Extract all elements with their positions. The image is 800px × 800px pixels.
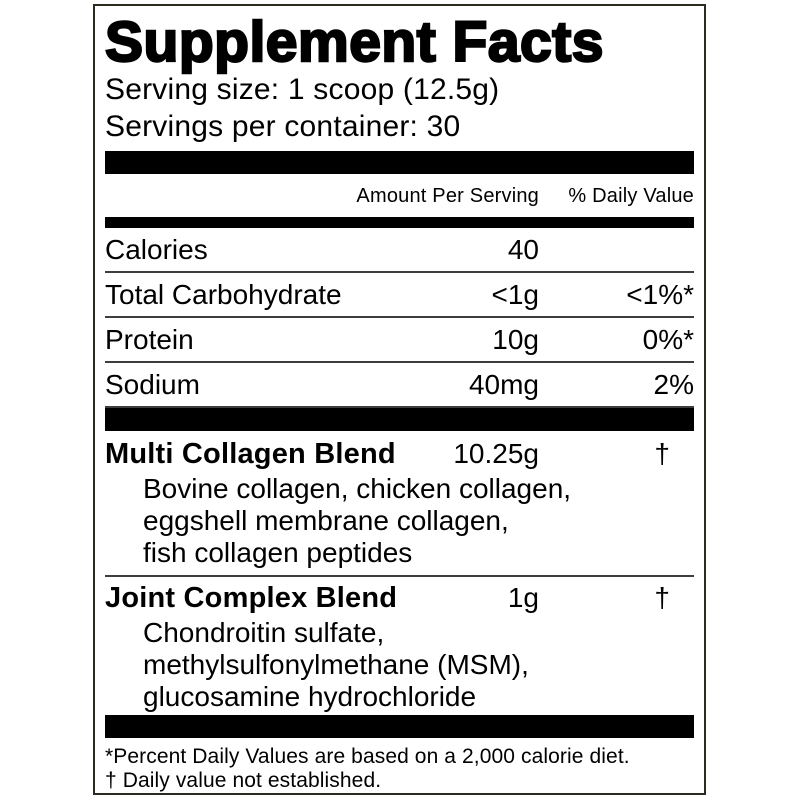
nutrient-name: Calories <box>105 233 208 265</box>
blend-ingredients-joint-complex: Chondroitin sulfate, methylsulfonylmetha… <box>105 617 694 713</box>
blend-divider <box>105 575 694 577</box>
blend-amount: 10.25g <box>453 438 539 469</box>
separator-bar-bottom <box>105 715 694 738</box>
blend-row-joint-complex: Joint Complex Blend 1g † <box>105 582 694 614</box>
nutrient-amount: 40mg <box>468 368 539 400</box>
nutrient-amount: 40 <box>507 233 539 265</box>
separator-bar-top <box>105 151 694 174</box>
separator-bar-blends <box>105 408 694 431</box>
blend-ingredients-multi-collagen: Bovine collagen, chicken collagen, eggsh… <box>105 473 694 569</box>
nutrient-row-calories: Calories 40 <box>105 228 694 273</box>
blend-name: Joint Complex Blend <box>105 582 398 614</box>
blend-ingredient-line: methylsulfonylmethane (MSM), <box>143 649 529 680</box>
nutrient-name: Sodium <box>105 368 200 400</box>
nutrient-row-sodium: Sodium 40mg 2% <box>105 363 694 408</box>
supplement-facts-label: Supplement Facts Serving size: 1 scoop (… <box>93 4 706 795</box>
nutrient-dv: 2% <box>653 368 694 400</box>
blend-ingredient-line: Chondroitin sulfate, <box>143 617 385 648</box>
footnote-daily-value-not-established: † Daily value not established. <box>105 769 382 792</box>
nutrient-dv: <1%* <box>626 278 694 310</box>
blend-ingredient-line: glucosamine hydrochloride <box>143 681 477 712</box>
servings-per-container-line: Servings per container: 30 <box>105 110 461 143</box>
dagger-symbol: † <box>654 582 670 613</box>
nutrient-name: Protein <box>105 323 194 355</box>
dagger-symbol: † <box>654 438 670 469</box>
blend-row-multi-collagen: Multi Collagen Blend 10.25g † <box>105 438 694 470</box>
amount-per-serving-header: Amount Per Serving <box>356 185 539 207</box>
blend-ingredient-line: Bovine collagen, chicken collagen, <box>143 473 572 504</box>
footnotes: *Percent Daily Values are based on a 2,0… <box>105 745 694 793</box>
blend-ingredient-line: fish collagen peptides <box>143 537 413 568</box>
label-title: Supplement Facts <box>104 10 605 74</box>
percent-daily-value-header: % Daily Value <box>568 185 694 207</box>
blend-amount: 1g <box>507 582 539 613</box>
nutrient-row-protein: Protein 10g 0%* <box>105 318 694 363</box>
column-header-row: Amount Per Serving % Daily Value <box>105 174 694 217</box>
nutrient-row-total-carbohydrate: Total Carbohydrate <1g <1%* <box>105 273 694 318</box>
blend-name: Multi Collagen Blend <box>105 438 396 470</box>
nutrient-amount: <1g <box>491 278 540 310</box>
nutrient-name: Total Carbohydrate <box>105 278 342 310</box>
blend-ingredient-line: eggshell membrane collagen, <box>143 505 509 536</box>
nutrient-amount: 10g <box>492 323 539 355</box>
serving-size-line: Serving size: 1 scoop (12.5g) <box>105 73 500 106</box>
nutrient-dv: 0%* <box>642 323 694 355</box>
footnote-percent-daily-values: *Percent Daily Values are based on a 2,0… <box>105 745 630 768</box>
separator-bar-header <box>105 217 694 228</box>
